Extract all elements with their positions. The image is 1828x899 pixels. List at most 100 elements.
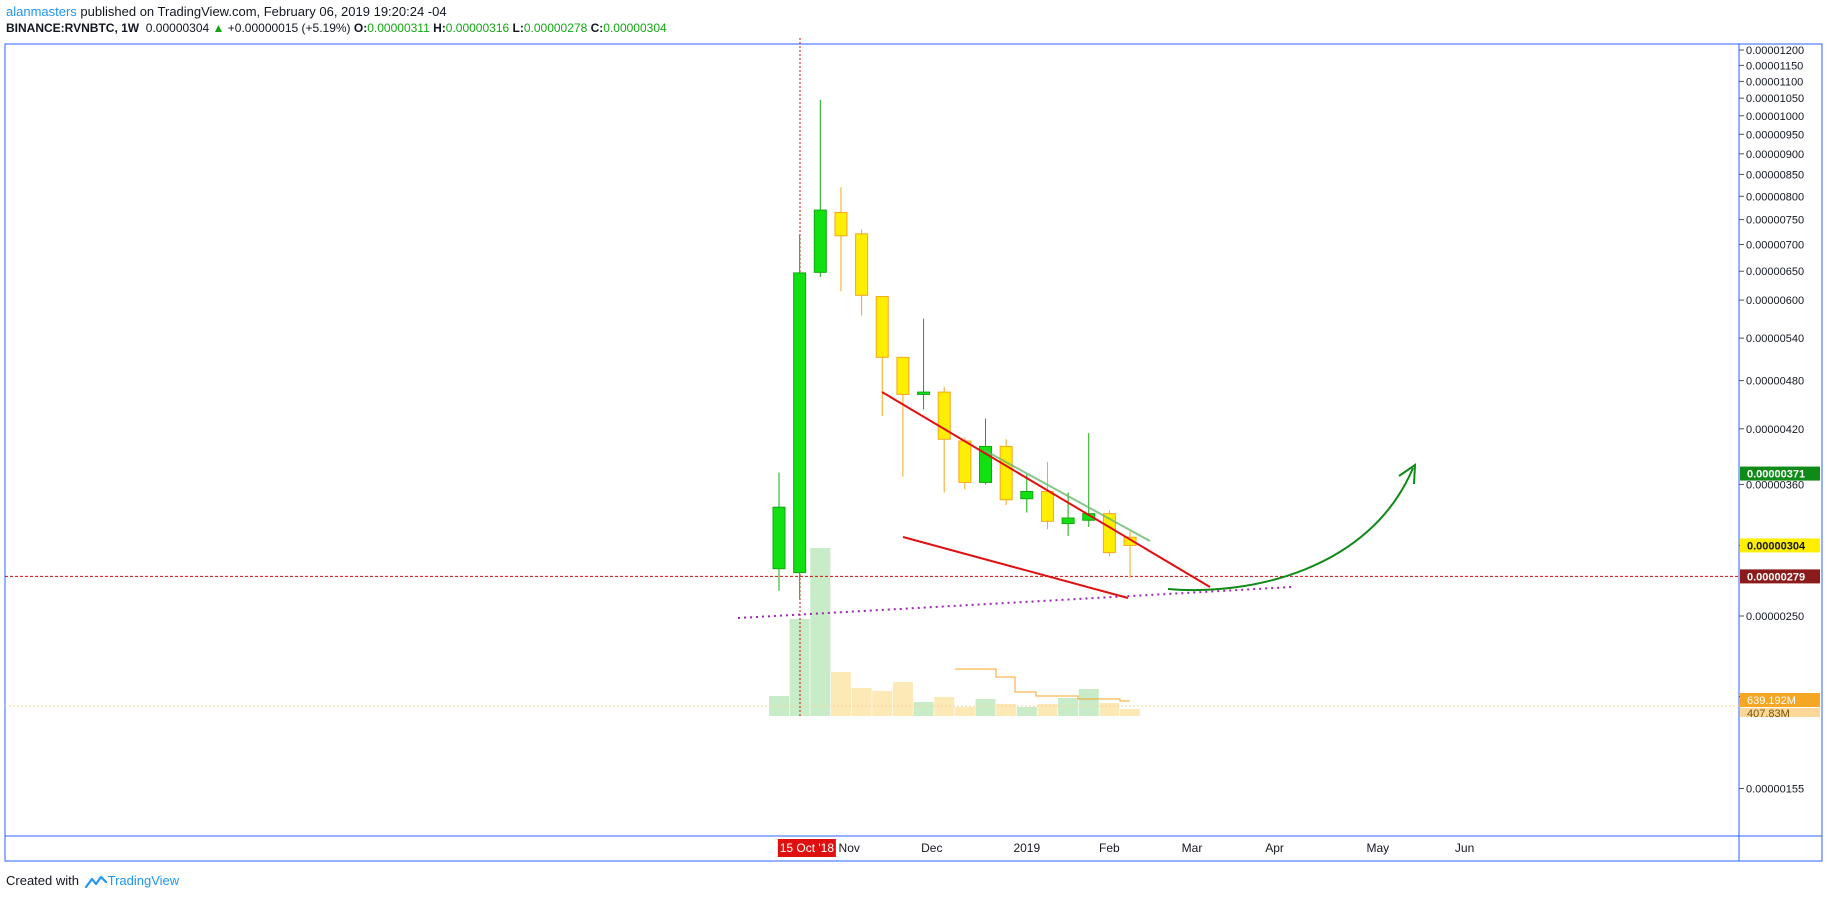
descending-support-line [902, 536, 1129, 599]
volume-bar [1058, 698, 1079, 716]
time-tick-label: Apr [1265, 841, 1284, 855]
price-tick-label: 0.00000480 [1746, 376, 1804, 388]
volume-bar [830, 672, 851, 716]
tradingview-logo-icon [84, 875, 107, 888]
volume-bar [769, 696, 789, 716]
high-value: 0.00000316 [445, 21, 510, 35]
descending-resistance-line [881, 391, 1211, 588]
time-tick-label: May [1367, 841, 1390, 855]
price-tick-label: 0.00000850 [1746, 169, 1804, 181]
candle-body [855, 233, 869, 296]
price-tag-label: 0.00000279 [1747, 571, 1805, 583]
footer: Created with TradingView [6, 873, 179, 889]
volume-bar [996, 704, 1017, 716]
time-tick-label: Nov [839, 841, 860, 855]
price-tick-label: 0.00000650 [1746, 266, 1804, 278]
author-link[interactable]: alanmasters [6, 4, 77, 19]
volume-bar [934, 697, 955, 716]
time-tick-label: 15 Oct '18 [780, 841, 835, 855]
candle-body [1102, 513, 1116, 554]
tradingview-brand-link[interactable]: TradingView [107, 873, 180, 888]
volume-bar [851, 688, 872, 716]
close-value: 0.00000304 [603, 21, 667, 35]
volume-tag [1740, 693, 1820, 707]
high-label: H: [433, 21, 446, 35]
volume-tag-label: 407.83M [1747, 708, 1790, 720]
moving-average-line [983, 449, 1151, 542]
change-arrow-icon: ▲ [212, 21, 225, 35]
price-tick-label: 0.00001050 [1746, 93, 1804, 105]
volume-bar [1099, 703, 1120, 716]
volume-ma-line [955, 668, 1130, 702]
price-tick-label: 0.00000700 [1746, 239, 1804, 251]
price-tick-label: 0.00000900 [1746, 149, 1804, 161]
price-tick-label: 0.00000250 [1746, 611, 1804, 623]
price-tick-label: 0.00000600 [1746, 295, 1804, 307]
candle-body [958, 440, 972, 483]
candle-body [1082, 513, 1096, 521]
candle-body [1123, 536, 1137, 546]
symbol-legend: BINANCE:RVNBTC, 1W 0.00000304 ▲ +0.00000… [6, 21, 667, 35]
price-tick-label: 0.00000800 [1746, 191, 1804, 203]
candle-body [999, 445, 1013, 501]
symbol-name[interactable]: BINANCE:RVNBTC, 1W [6, 21, 140, 35]
volume-bar [892, 682, 913, 716]
price-tick-label: 0.00000950 [1746, 129, 1804, 141]
volume-bar [872, 691, 893, 716]
price-tick-label: 0.00001150 [1746, 60, 1803, 72]
close-label: C: [590, 21, 604, 35]
time-highlight-tag [777, 839, 836, 857]
candle-body [772, 506, 786, 570]
price-tick-label: 0.00000540 [1746, 333, 1804, 345]
price-change: +0.00000015 (+5.19%) [227, 21, 351, 35]
candle-body [813, 209, 827, 273]
volume-bar [954, 707, 975, 716]
price-tick-label: 0.00001200 [1746, 45, 1804, 57]
time-tick-label: Dec [921, 841, 942, 855]
candle-body [896, 356, 910, 395]
price-tag [1740, 466, 1820, 481]
candle-body [875, 296, 889, 358]
price-tag [1740, 538, 1820, 553]
published-text: published on TradingView.com, February 0… [76, 4, 447, 19]
volume-bar [913, 702, 934, 716]
created-with-text: Created with [6, 873, 79, 888]
price-tick-label: 0.00001100 [1746, 76, 1803, 88]
time-tick-label: 2019 [1013, 841, 1040, 855]
candle-body [1061, 517, 1075, 525]
volume-bar [975, 699, 996, 716]
volume-bar [1037, 704, 1058, 716]
chart-frame [4, 43, 1823, 862]
price-tick-label: 0.00000155 [1746, 783, 1804, 795]
candle-body [1040, 491, 1054, 522]
price-tick-label: 0.00000750 [1746, 215, 1804, 227]
price-tick-label: 0.00000360 [1746, 479, 1804, 491]
last-price: 0.00000304 [145, 21, 210, 35]
time-tick-label: Feb [1099, 841, 1120, 855]
volume-bar [1120, 709, 1141, 716]
price-tag-label: 0.00000371 [1747, 469, 1805, 481]
volume-tag [1740, 708, 1820, 717]
candle-body [793, 272, 807, 574]
open-label: O: [353, 21, 368, 35]
volume-bar [1016, 707, 1037, 716]
price-tick-label: 0.00000420 [1746, 424, 1804, 436]
publish-info: alanmasters published on TradingView.com… [6, 4, 447, 19]
arrow-head-icon [1398, 463, 1417, 485]
volume-bar [810, 548, 831, 716]
time-tick-label: Jun [1455, 841, 1474, 855]
open-value: 0.00000311 [367, 21, 430, 35]
price-tag-label: 0.00000304 [1747, 540, 1806, 552]
time-tick-label: Mar [1182, 841, 1203, 855]
low-value: 0.00000278 [523, 21, 588, 35]
price-tick-label: 0.00001000 [1746, 111, 1804, 123]
candle-body [834, 211, 848, 237]
projection-arrow [1167, 467, 1414, 592]
price-tag [1740, 569, 1820, 584]
support-line [737, 586, 1293, 619]
low-label: L: [512, 21, 524, 35]
volume-tag-label: 639.192M [1747, 695, 1796, 707]
candle-body [1020, 491, 1034, 500]
volume-bar [1078, 689, 1099, 716]
